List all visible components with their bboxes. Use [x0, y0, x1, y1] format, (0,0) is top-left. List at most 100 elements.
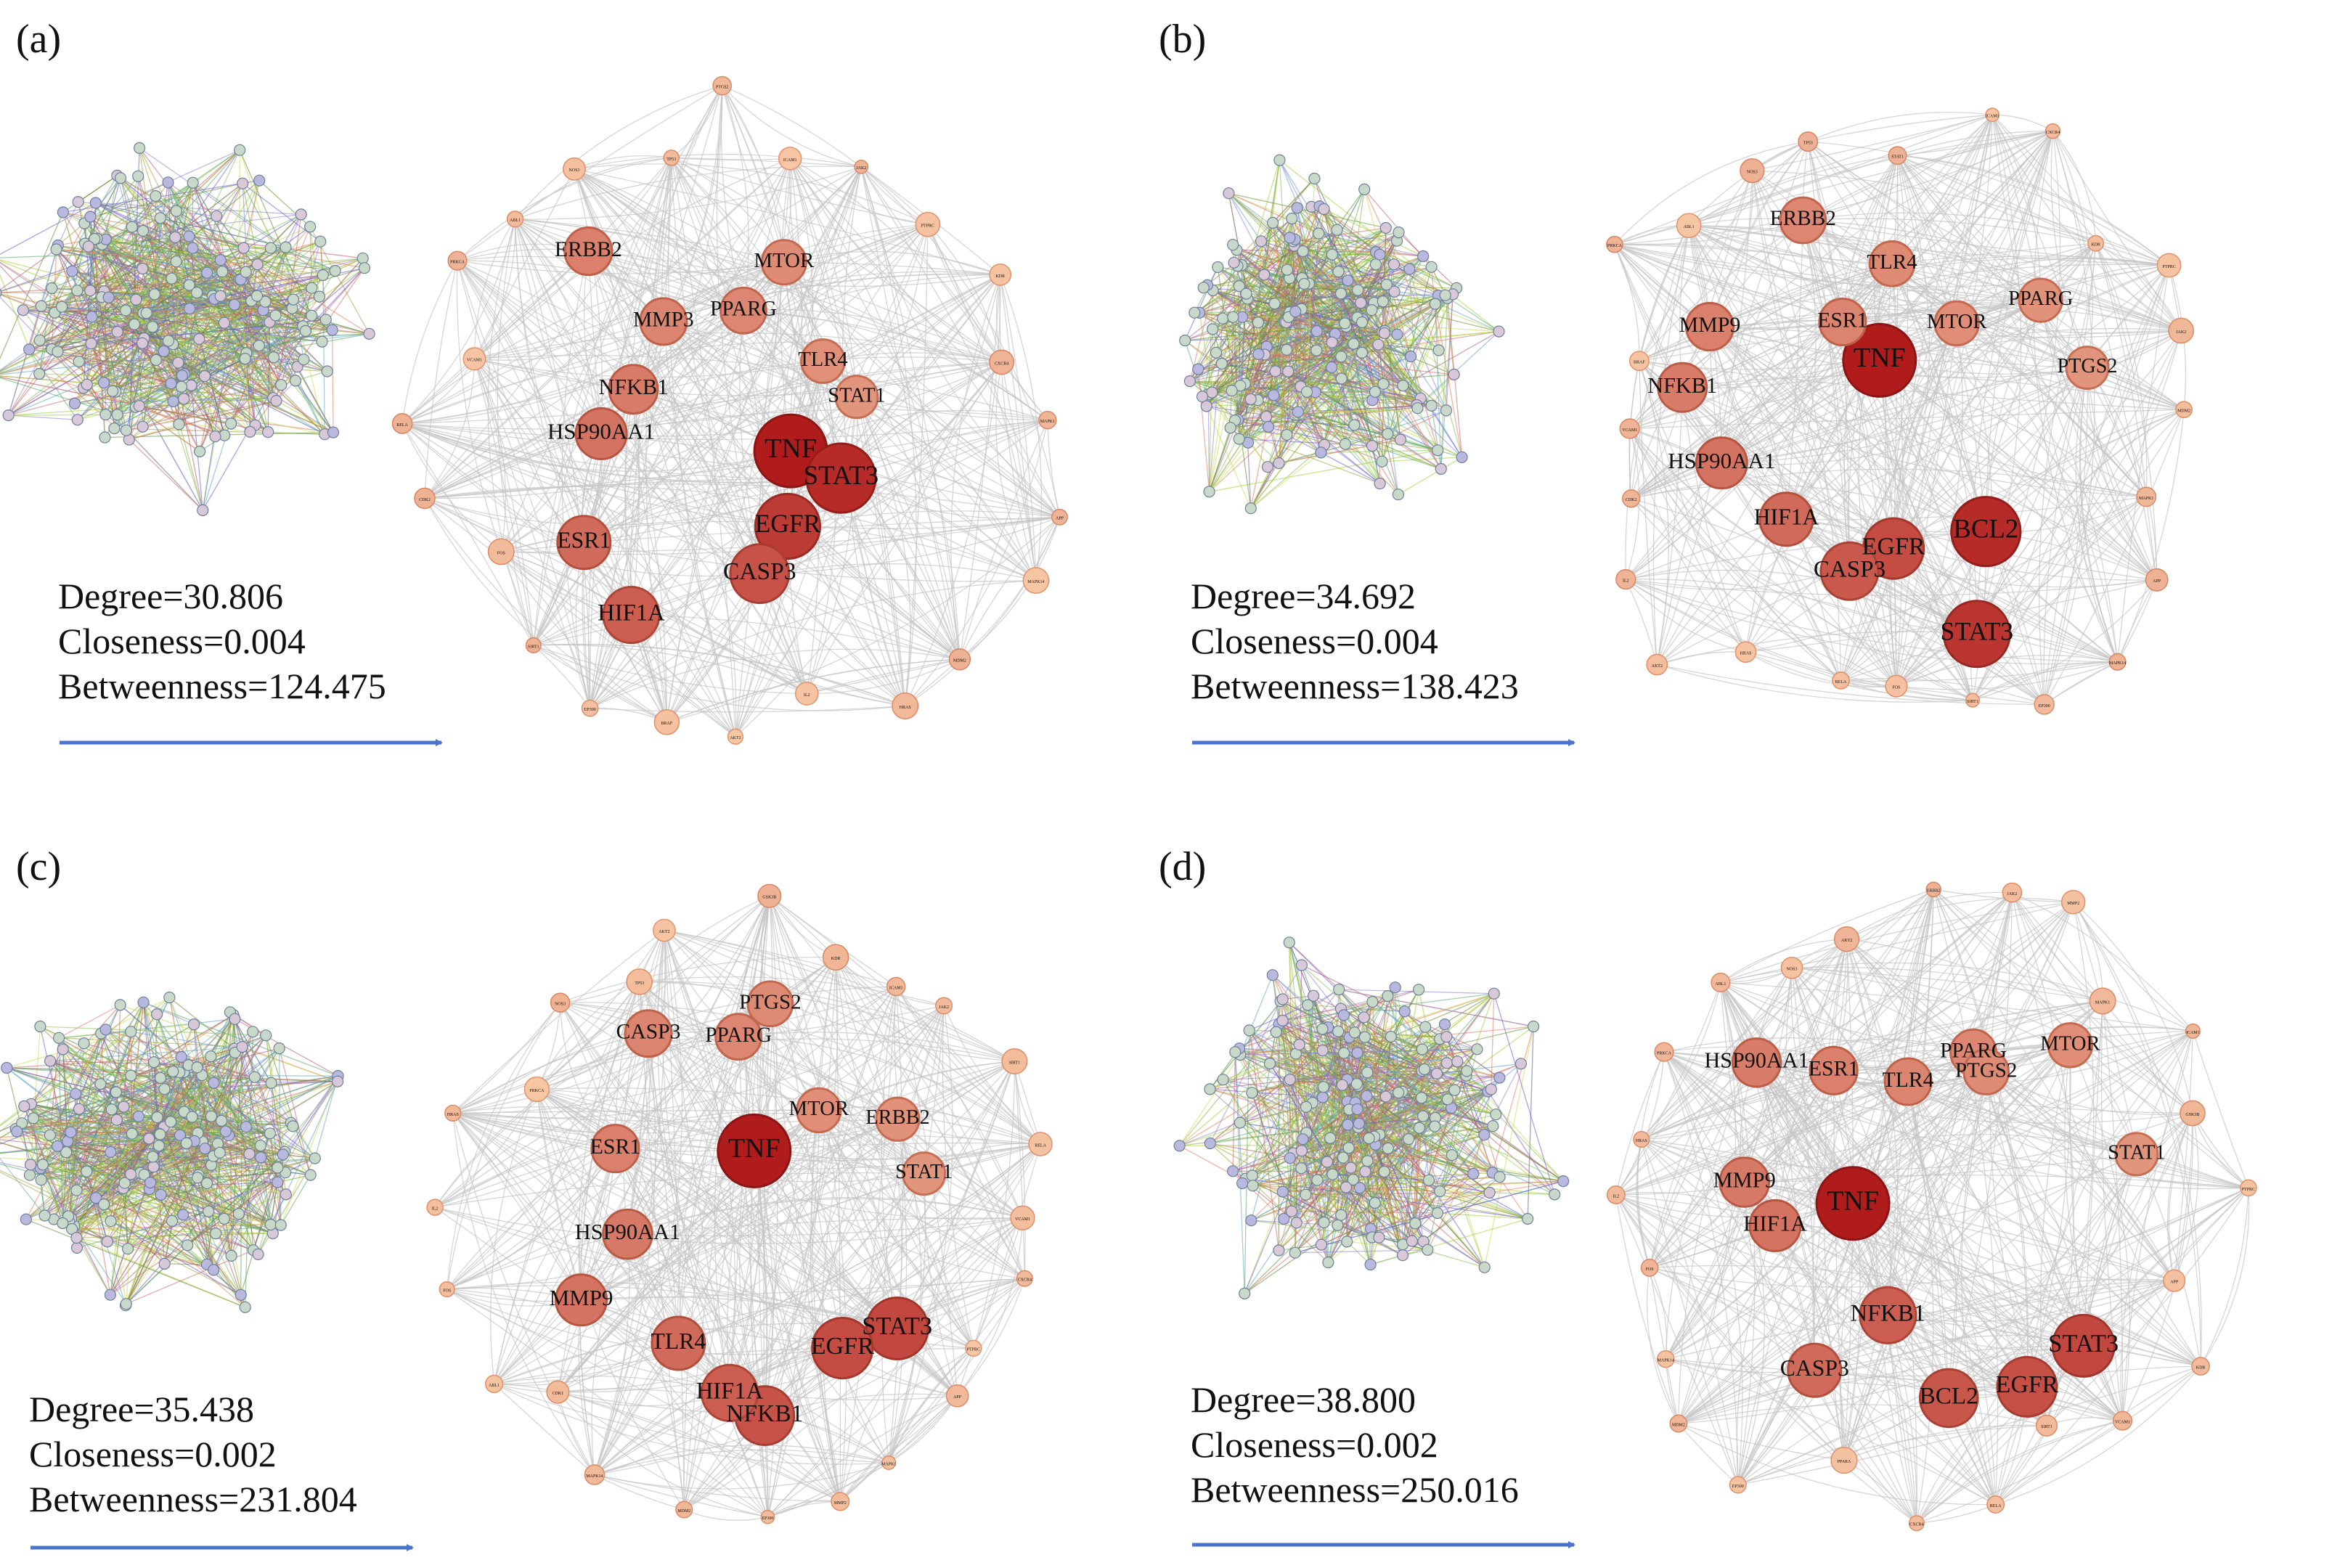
hub-node-label: TNF — [765, 433, 817, 464]
core-edge — [474, 321, 664, 361]
hub-node — [563, 226, 613, 277]
hairball-node — [99, 408, 112, 421]
hairball-edge — [0, 246, 286, 258]
hairball-node — [1203, 486, 1215, 498]
minor-node — [487, 538, 515, 565]
hairball-node — [264, 1127, 276, 1140]
hairball-node — [154, 1128, 166, 1140]
hairball-node — [237, 242, 250, 254]
hairball-node — [321, 365, 333, 377]
minor-node-label: VCAM1 — [467, 359, 482, 363]
core-edge — [457, 157, 672, 261]
hairball-node — [125, 1026, 137, 1038]
hairball-edge — [1228, 192, 1262, 242]
hairball-node — [255, 1151, 267, 1164]
hairball-node — [82, 240, 95, 253]
network-stats: Degree=34.692Closeness=0.004Betweenness=… — [1191, 576, 1519, 706]
hairball-node — [147, 321, 159, 333]
minor-node-label: ABL1 — [1684, 225, 1695, 229]
hub-node — [556, 515, 612, 571]
hairball-edge — [192, 182, 260, 346]
hairball-node — [55, 301, 68, 313]
core-edge — [494, 1383, 595, 1475]
hairball-node — [186, 1111, 198, 1123]
hairball-edge — [94, 182, 194, 240]
stat-betweenness: Betweenness=124.475 — [58, 666, 386, 706]
core-edge — [1752, 114, 1993, 171]
minor-node-label: EP300 — [584, 708, 596, 712]
hairball-node — [155, 1188, 167, 1201]
hairball-node — [124, 1168, 137, 1180]
core-edge — [722, 85, 749, 311]
core-edge — [590, 158, 672, 709]
hairball-edge — [8, 331, 118, 416]
hairball-node — [148, 1056, 160, 1069]
hairball-edge — [129, 401, 174, 440]
hairball-edge — [134, 182, 194, 325]
hairball-node — [304, 1169, 317, 1181]
hairball-node — [1262, 420, 1275, 433]
hairball-node — [1227, 239, 1239, 251]
core-edge — [424, 224, 929, 499]
core-edge — [457, 260, 602, 434]
hairball-edge — [257, 264, 293, 309]
hairball-node — [46, 282, 58, 295]
core-edge — [501, 477, 841, 552]
minor-node — [989, 264, 1012, 286]
hairball-edge — [74, 261, 177, 404]
hairball-network — [0, 142, 375, 517]
hairball-edge — [86, 176, 139, 385]
hairball-node — [173, 418, 185, 430]
hairball-node — [240, 266, 252, 278]
hairball-node — [1240, 287, 1252, 300]
hairball-node — [99, 431, 111, 444]
minor-node-label: PRKCA — [1607, 244, 1623, 248]
hairball-node — [166, 1214, 179, 1228]
core-edge — [514, 219, 961, 660]
hairball-node — [201, 266, 213, 279]
hairball-edge — [76, 290, 182, 388]
hairball-node — [272, 1176, 284, 1188]
hairball-node — [170, 205, 182, 217]
hairball-node — [304, 221, 317, 233]
hairball-node — [1393, 226, 1405, 239]
hairball-node — [218, 1212, 230, 1225]
minor-node-label: APP — [1056, 517, 1064, 521]
hairball-node — [50, 243, 62, 256]
minor-node-label: APP — [953, 1395, 962, 1400]
core-edge — [447, 1002, 561, 1290]
hairball-node — [273, 1042, 285, 1055]
hairball-node — [162, 335, 175, 347]
hairball-node — [1179, 334, 1191, 347]
panel-d: (d)Degree=38.800Closeness=0.002Betweenne… — [1159, 844, 2257, 1548]
minor-node-label: AKT2 — [659, 930, 669, 934]
hairball-node — [327, 426, 340, 438]
minor-node-label: NOS3 — [555, 1003, 566, 1007]
core-edge — [783, 261, 1000, 276]
core-edge — [631, 614, 961, 660]
hairball-node — [1268, 298, 1281, 310]
hairball-edge — [190, 385, 250, 433]
hairball-edge — [1294, 245, 1424, 257]
hairball-node — [187, 1018, 200, 1031]
core-edge — [789, 158, 857, 397]
hairball-edge — [202, 247, 287, 511]
hairball-node — [158, 345, 170, 357]
hairball-node — [166, 272, 178, 285]
core-edge — [671, 158, 807, 694]
minor-node-label: PTPRC — [921, 224, 934, 229]
hairball-node — [147, 1151, 159, 1163]
hairball-node — [209, 430, 221, 443]
hairball-edge — [239, 258, 363, 280]
core-edge — [959, 420, 1048, 660]
hairball-edge — [28, 177, 121, 350]
hub-node-label: EGFR — [755, 509, 821, 538]
minor-node-label: PTPRC — [2162, 265, 2175, 269]
hairball-node — [1387, 258, 1401, 271]
minor-node-label: PRKCA — [450, 261, 465, 265]
hairball-node — [1315, 446, 1327, 459]
minor-node-label: RELA — [1035, 1143, 1046, 1148]
core-edge — [401, 423, 502, 552]
minor-node — [391, 413, 413, 434]
core-edge — [927, 224, 1003, 363]
